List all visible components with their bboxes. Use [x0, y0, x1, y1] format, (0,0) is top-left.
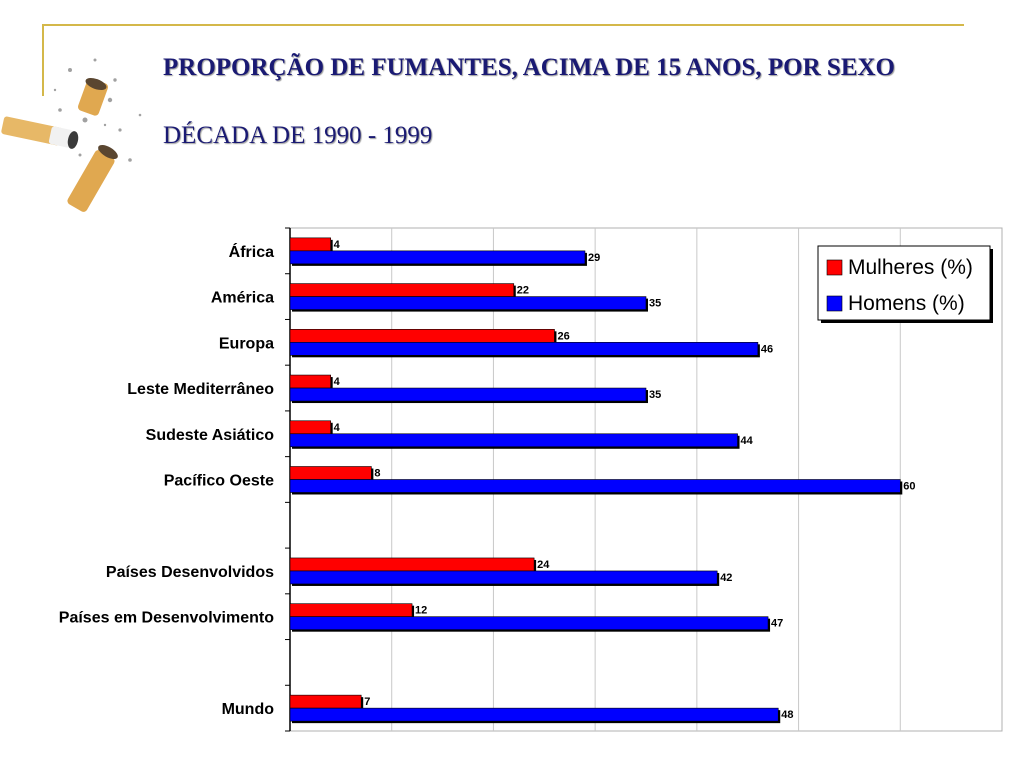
data-label: 44 — [741, 435, 754, 447]
bar-women — [289, 283, 515, 297]
data-label: 48 — [781, 709, 793, 721]
category-label: Europa — [219, 335, 274, 352]
data-label: 4 — [334, 376, 341, 388]
bar-women — [289, 374, 331, 389]
data-label: 46 — [761, 343, 773, 355]
bar-men — [289, 479, 901, 493]
bar-men — [289, 296, 647, 310]
bar-women — [289, 694, 362, 709]
data-label: 4 — [334, 239, 341, 251]
data-label: 42 — [720, 572, 732, 584]
frame-top-line — [42, 24, 964, 26]
category-label: América — [211, 290, 274, 307]
category-label: Leste Mediterrâneo — [127, 381, 274, 398]
data-label: 12 — [415, 605, 427, 617]
data-label: 8 — [374, 468, 380, 480]
legend-label: Homens (%) — [848, 292, 965, 315]
bar-men — [289, 250, 586, 265]
chart-title: PROPORÇÃO DE FUMANTES, ACIMA DE 15 ANOS,… — [163, 54, 895, 81]
category-label: Pacífico Oeste — [164, 473, 274, 490]
data-label: 35 — [649, 389, 661, 401]
category-label: África — [229, 242, 274, 261]
data-label: 60 — [903, 481, 915, 493]
frame-left-line — [42, 24, 44, 96]
bar-women — [289, 237, 331, 252]
category-label: Mundo — [222, 701, 275, 718]
bar-men — [289, 387, 647, 402]
cigarette-butts-image — [1, 58, 142, 212]
data-label: 29 — [588, 252, 600, 264]
legend-swatch-men — [826, 295, 843, 312]
bar-women — [289, 557, 535, 572]
chart-subtitle: DÉCADA DE 1990 - 1999 — [163, 122, 433, 149]
legend-box — [817, 245, 991, 321]
data-label: 22 — [517, 285, 529, 297]
bar-women — [289, 329, 555, 343]
bar-women — [289, 420, 331, 435]
bar-women — [289, 603, 413, 617]
legend-label: Mulheres (%) — [848, 256, 973, 279]
data-label: 26 — [557, 330, 569, 342]
data-label: 47 — [771, 618, 783, 630]
category-label: Sudeste Asiático — [146, 427, 275, 444]
data-label: 35 — [649, 298, 661, 310]
bar-women — [289, 466, 372, 480]
bar-men — [289, 433, 738, 448]
bar-men — [289, 570, 718, 585]
data-label: 7 — [364, 696, 370, 708]
category-label: Países em Desenvolvimento — [59, 610, 274, 627]
legend-swatch-women — [826, 259, 843, 276]
category-label: Países Desenvolvidos — [106, 564, 274, 581]
data-label: 24 — [537, 559, 550, 571]
bar-men — [289, 342, 759, 356]
bar-men — [289, 616, 769, 630]
data-label: 4 — [334, 422, 341, 434]
bar-men — [289, 707, 779, 722]
